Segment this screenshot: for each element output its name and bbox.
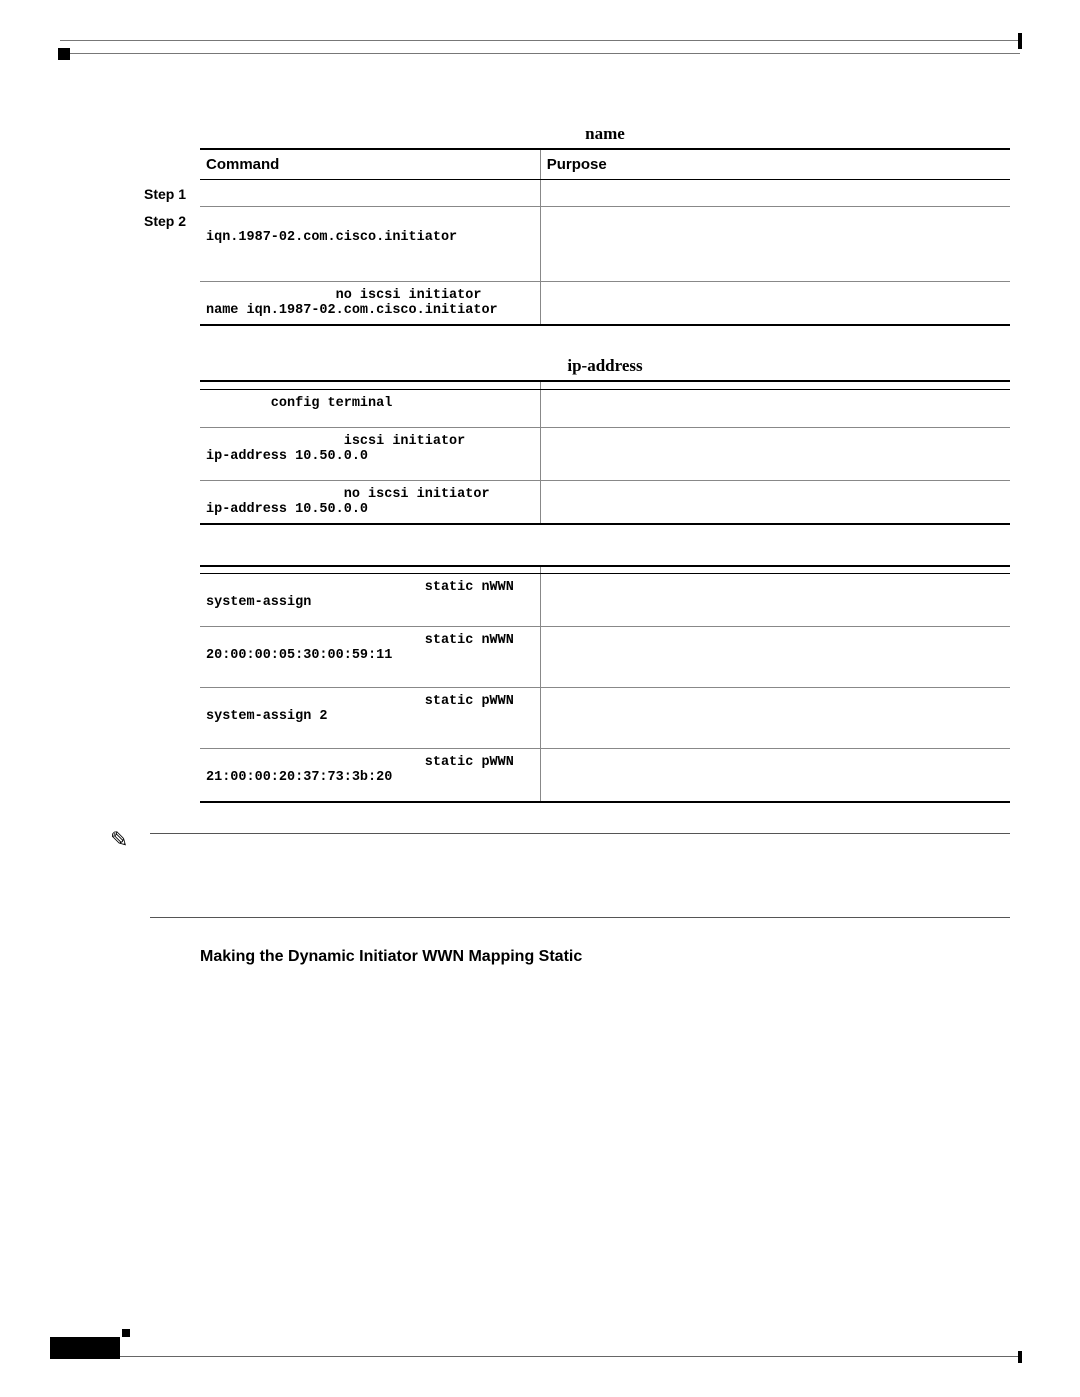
t3-r4-cmd-l1: static pWWN — [206, 755, 534, 770]
t2-r1-purpose — [540, 389, 1010, 427]
step-1-label: Step 1 — [144, 186, 186, 202]
th-purpose: Purpose — [540, 149, 1010, 180]
t3-r4-cmd-l2: 21:00:00:20:37:73:3b:20 — [206, 770, 534, 785]
table1-title: name — [200, 124, 1010, 144]
th-command: Command — [200, 149, 540, 180]
page-footer — [60, 1356, 1020, 1357]
t1-r1-purpose — [540, 180, 1010, 207]
t2-r2-cmd-l1: iscsi initiator — [206, 434, 534, 449]
t3-r1-cmd-l1: static nWWN — [206, 580, 534, 595]
t3-th2 — [540, 566, 1010, 574]
t3-th1 — [200, 566, 540, 574]
t1-r3-purpose — [540, 282, 1010, 326]
note-block: ✎ — [150, 833, 1010, 918]
t3-r1-cmd-l2: system-assign — [206, 595, 534, 610]
t2-r3-cmd-l2: ip-address 10.50.0.0 — [206, 502, 534, 517]
command-table-2: config terminal iscsi initiator ip-addre… — [200, 380, 1010, 525]
t3-r3-cmd-l1: static pWWN — [206, 694, 534, 709]
table2-title: ip-address — [200, 356, 1010, 376]
t3-r4-purpose — [540, 749, 1010, 803]
t3-r3-cmd-l2: system-assign 2 — [206, 709, 534, 724]
command-table-1: Command Purpose Step 1 — [200, 148, 1010, 326]
t2-th1 — [200, 381, 540, 389]
command-table-3: static nWWN system-assign static nWWN 20… — [200, 565, 1010, 804]
t3-r2-cmd-l1: static nWWN — [206, 633, 534, 648]
footer-bar — [50, 1337, 120, 1359]
t3-r3-purpose — [540, 688, 1010, 749]
corner-marker — [58, 48, 70, 60]
t2-r3-cmd-l1: no iscsi initiator — [206, 487, 534, 502]
t1-r2-cmd: iqn.1987-02.com.cisco.initiator — [206, 230, 457, 245]
t1-r3-cmd-l2: name iqn.1987-02.com.cisco.initiator — [206, 303, 534, 318]
step-2-label: Step 2 — [144, 213, 186, 229]
t3-r2-cmd-l2: 20:00:00:05:30:00:59:11 — [206, 648, 534, 663]
t3-r1-purpose — [540, 574, 1010, 627]
t2-th2 — [540, 381, 1010, 389]
t1-r3-cmd-l1: no iscsi initiator — [206, 288, 534, 303]
t2-r2-purpose — [540, 427, 1010, 480]
t1-r2-purpose — [540, 207, 1010, 282]
t2-r3-purpose — [540, 480, 1010, 524]
section-heading: Making the Dynamic Initiator WWN Mapping… — [200, 948, 1010, 966]
pencil-icon: ✎ — [110, 827, 128, 853]
t2-r1-cmd: config terminal — [206, 396, 534, 411]
t3-r2-purpose — [540, 627, 1010, 688]
t2-r2-cmd-l2: ip-address 10.50.0.0 — [206, 449, 534, 464]
